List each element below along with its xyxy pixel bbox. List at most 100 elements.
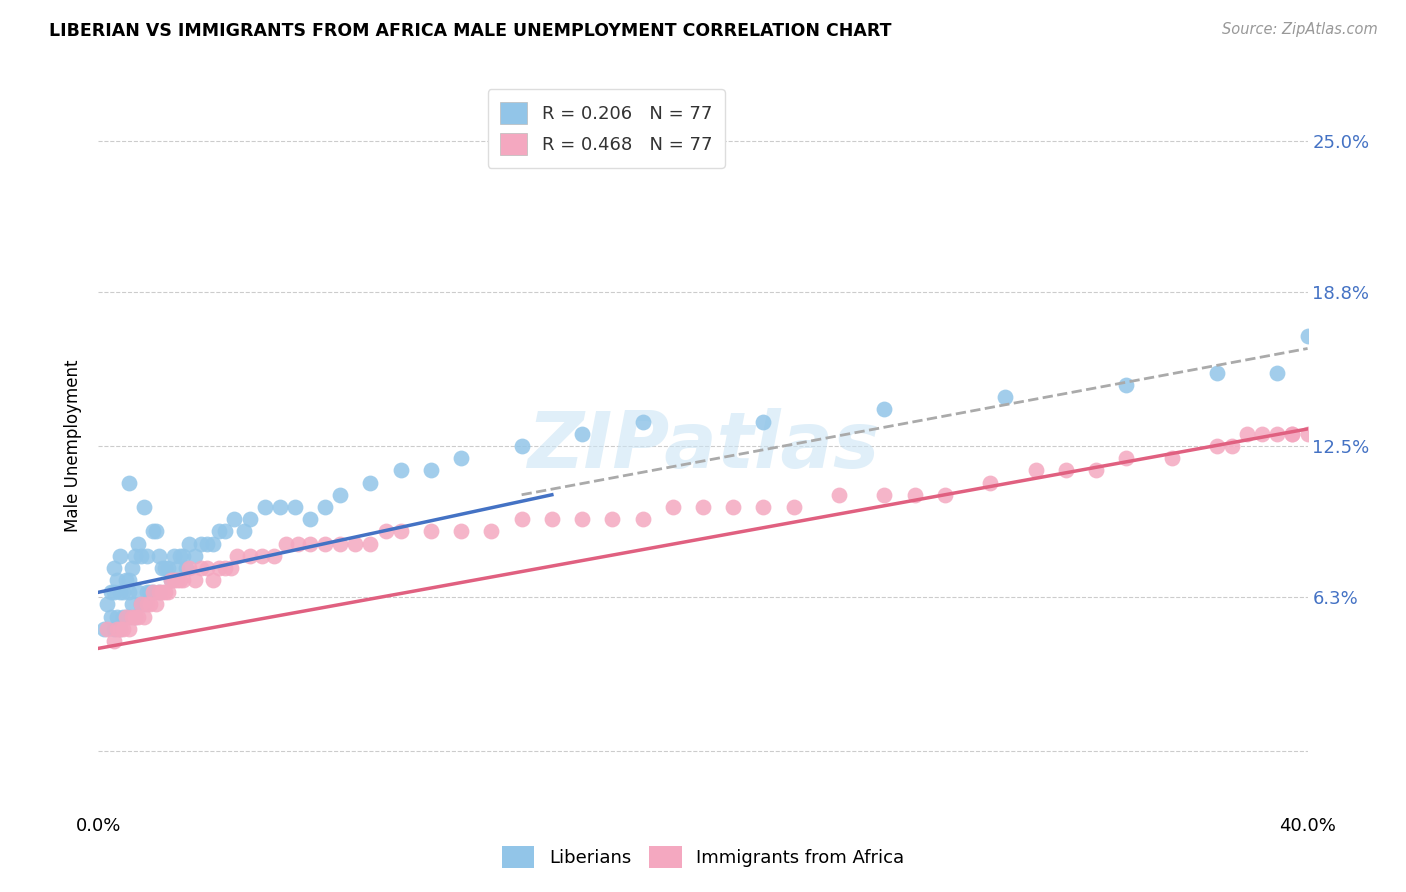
Point [142,585,165,599]
Point [360,475,382,490]
Point [934,488,956,502]
Point [100,585,122,599]
Point [723,500,745,514]
Point [114,609,136,624]
Point [105,573,128,587]
Point [208,524,231,539]
Point [873,402,896,417]
Point [118,475,141,490]
Point [299,536,322,550]
Point [118,609,141,624]
Point [153,561,176,575]
Point [96,598,118,612]
Point [139,598,162,612]
Point [142,585,165,599]
Point [510,512,533,526]
Point [160,573,183,587]
Point [420,463,443,477]
Point [631,415,654,429]
Point [214,524,236,539]
Point [602,512,624,526]
Point [1296,426,1319,441]
Point [631,512,654,526]
Point [374,524,396,539]
Point [979,475,1001,490]
Point [135,585,157,599]
Point [142,524,165,539]
Point [1115,451,1137,466]
Point [127,585,149,599]
Point [121,598,143,612]
Point [752,500,775,514]
Point [135,549,157,563]
Point [329,536,352,550]
Point [450,451,472,466]
Point [221,561,243,575]
Point [132,609,155,624]
Point [172,549,194,563]
Point [904,488,927,502]
Point [510,439,533,453]
Point [202,573,225,587]
Point [450,524,472,539]
Text: ZIPatlas: ZIPatlas [527,408,879,484]
Point [124,549,146,563]
Point [1236,426,1258,441]
Point [783,500,806,514]
Point [1024,463,1046,477]
Point [127,536,149,550]
Point [752,415,775,429]
Point [124,609,146,624]
Point [108,549,131,563]
Point [172,573,194,587]
Point [129,549,152,563]
Point [184,573,207,587]
Point [121,609,143,624]
Point [150,561,173,575]
Point [195,561,218,575]
Point [105,622,128,636]
Point [114,573,136,587]
Point [100,609,122,624]
Point [179,536,201,550]
Point [1281,426,1303,441]
Point [148,585,170,599]
Point [169,573,191,587]
Point [190,536,212,550]
Point [148,585,170,599]
Point [389,463,412,477]
Point [250,549,273,563]
Point [153,585,176,599]
Point [214,561,236,575]
Point [121,561,143,575]
Point [108,622,131,636]
Text: LIBERIAN VS IMMIGRANTS FROM AFRICA MALE UNEMPLOYMENT CORRELATION CHART: LIBERIAN VS IMMIGRANTS FROM AFRICA MALE … [49,22,891,40]
Point [132,500,155,514]
Text: Source: ZipAtlas.com: Source: ZipAtlas.com [1222,22,1378,37]
Point [124,609,146,624]
Point [1296,329,1319,343]
Point [114,609,136,624]
Point [253,500,276,514]
Point [1267,366,1289,380]
Point [195,536,218,550]
Point [103,585,125,599]
Point [105,609,128,624]
Point [481,524,503,539]
Point [111,585,134,599]
Point [571,512,593,526]
Point [314,536,336,550]
Point [169,549,191,563]
Point [226,549,249,563]
Point [344,536,367,550]
Point [108,622,131,636]
Point [163,549,186,563]
Point [1206,439,1229,453]
Point [274,536,297,550]
Point [111,622,134,636]
Point [239,512,262,526]
Point [389,524,412,539]
Point [202,536,225,550]
Point [1267,426,1289,441]
Point [150,585,173,599]
